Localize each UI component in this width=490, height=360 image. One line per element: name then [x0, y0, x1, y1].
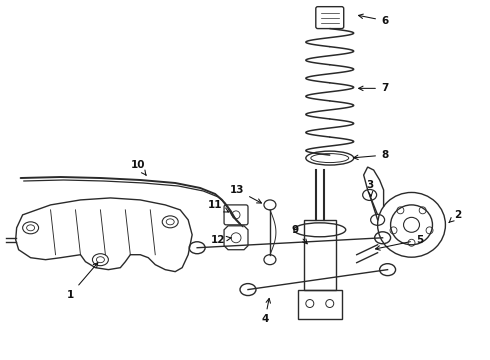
Text: 5: 5 — [375, 235, 423, 250]
Text: 1: 1 — [67, 263, 98, 300]
Text: 13: 13 — [230, 185, 262, 203]
Text: 8: 8 — [354, 150, 388, 160]
Text: 4: 4 — [261, 298, 270, 324]
Text: 6: 6 — [359, 14, 388, 26]
Text: 7: 7 — [359, 84, 388, 93]
Text: 9: 9 — [291, 225, 307, 244]
Text: 3: 3 — [366, 180, 373, 196]
Text: 12: 12 — [211, 235, 231, 245]
Text: 10: 10 — [131, 160, 146, 175]
Text: 2: 2 — [449, 210, 461, 222]
Text: 11: 11 — [208, 200, 228, 212]
